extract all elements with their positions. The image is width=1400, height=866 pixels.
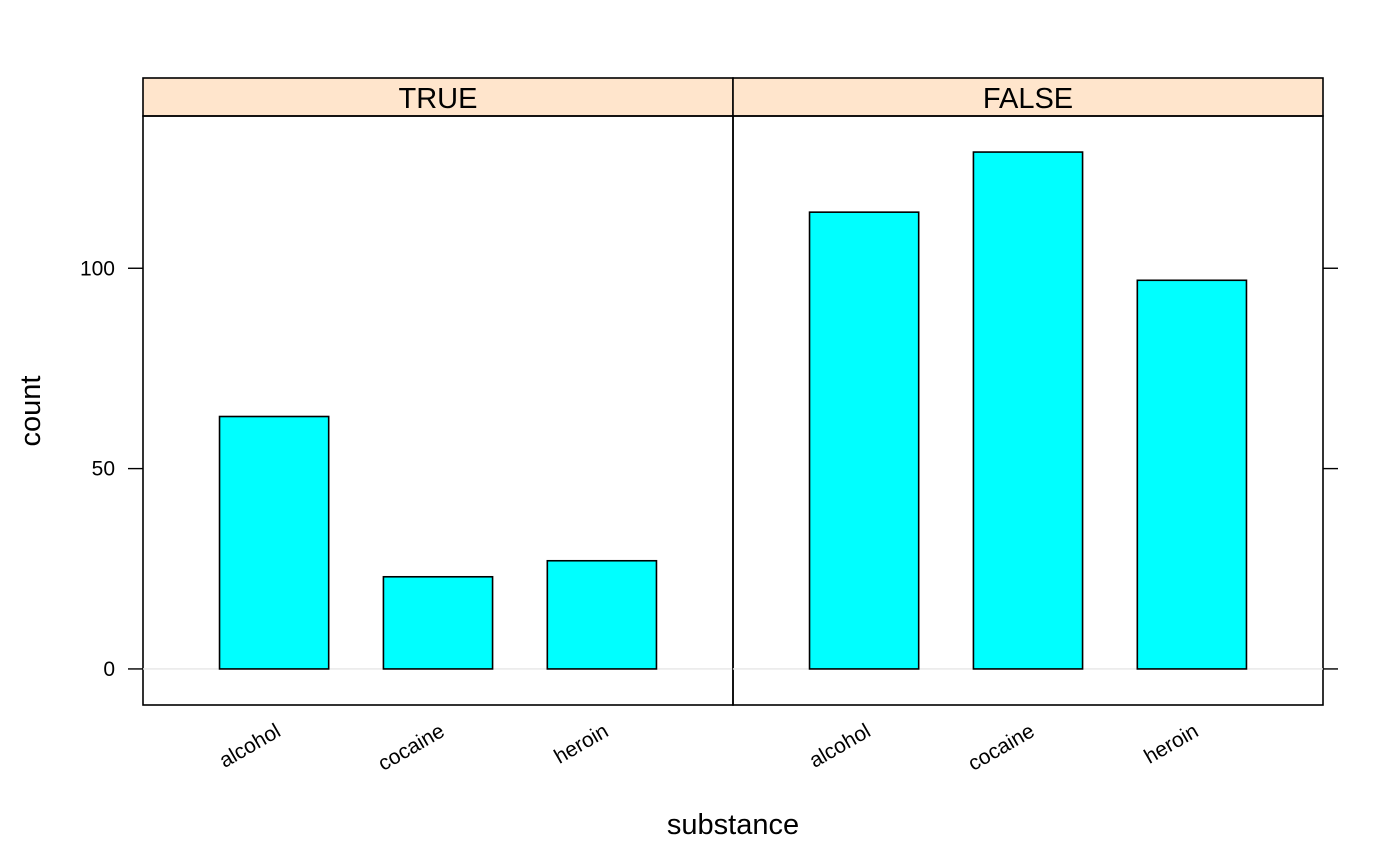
x-tick-label-true-cocaine: cocaine [374,719,448,775]
strip-true [142,77,734,117]
axes: 0 50 100 [80,257,1338,681]
panel-true: TRUE alcohol cocaine heroin [142,77,734,776]
x-axis-title: substance [667,809,799,841]
strip-false [732,77,1324,117]
x-tick-label-true-alcohol: alcohol [215,719,284,772]
panel-false: FALSE alcohol cocaine heroin [732,77,1324,776]
strip-label-true: TRUE [399,83,478,115]
bar-true-cocaine [382,575,494,670]
strip-label-false: FALSE [983,83,1073,115]
y-tick-label-50: 50 [92,458,115,481]
x-tick-label-false-cocaine: cocaine [964,719,1038,775]
y-axis-title: count [15,376,47,447]
bar-false-alcohol [808,211,920,670]
y-tick-label-0: 0 [103,658,115,681]
bar-true-heroin [546,559,658,670]
panel-frame-false [732,115,1324,706]
panels: TRUE alcohol cocaine heroin FALSE alcohol coca… [142,77,1324,776]
x-tick-label-false-heroin: heroin [1140,719,1202,768]
bar-true-alcohol [218,415,330,670]
bar-false-cocaine [972,151,1084,670]
bar-false-heroin [1136,279,1248,670]
x-tick-label-false-alcohol: alcohol [805,719,874,772]
x-tick-label-true-heroin: heroin [550,719,612,768]
y-tick-label-100: 100 [80,257,115,280]
